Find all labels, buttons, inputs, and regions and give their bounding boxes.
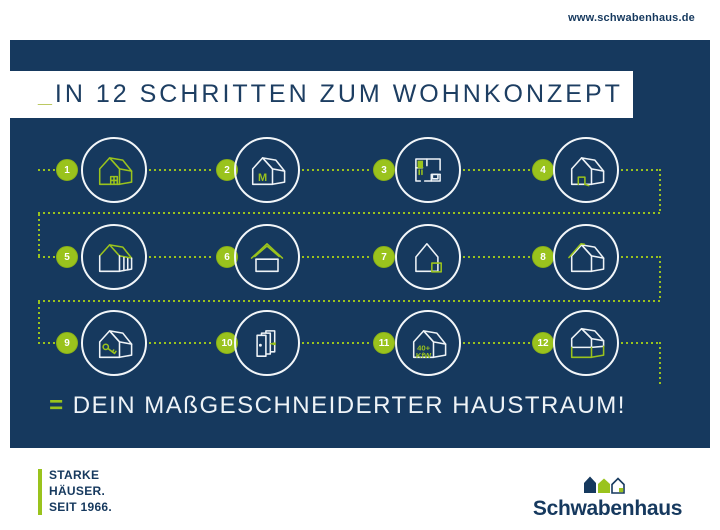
m-label: M [258, 172, 267, 184]
logo-wordmark: Schwabenhaus [532, 497, 683, 520]
step-number-badge: 8 [532, 246, 554, 268]
house-two-storey-icon [570, 327, 605, 359]
step-circle [395, 137, 461, 203]
connector-line [38, 300, 661, 302]
connector-line [463, 342, 530, 344]
schwabenhaus-logo: Schwabenhaus [531, 475, 684, 520]
page-title: _IN 12 SCHRITTEN ZUM WOHNKONZEPT [38, 80, 623, 109]
website-url: www.schwabenhaus.de [568, 12, 695, 24]
step-circle [553, 310, 619, 376]
connector-line [621, 342, 660, 344]
connector-line [659, 256, 661, 300]
connector-line [149, 256, 214, 258]
connector-line [659, 342, 661, 387]
doors-icon [256, 330, 276, 357]
title-band: _IN 12 SCHRITTEN ZUM WOHNKONZEPT [10, 71, 633, 118]
house-roof-edge-icon [568, 243, 605, 273]
step-number-badge: 7 [373, 246, 395, 268]
step-number-badge: 5 [56, 246, 78, 268]
step-number-badge: 12 [532, 332, 554, 354]
tagline-accent-bar [38, 469, 42, 515]
connector-line [38, 169, 56, 171]
connector-line [463, 169, 530, 171]
step-number-badge: 1 [56, 159, 78, 181]
kfw-label-line1: 40+ [417, 344, 431, 353]
title-underscore-accent: _ [38, 80, 55, 108]
connector-line [463, 256, 530, 258]
connector-line [38, 256, 56, 258]
step-number-badge: 4 [532, 159, 554, 181]
house-kfw-icon: 40+ KfW [412, 330, 447, 360]
step-circle [553, 137, 619, 203]
kfw-label-line2: KfW [416, 351, 432, 360]
tagline-line: HÄUSER. [49, 484, 106, 498]
connector-line [149, 342, 214, 344]
step-number-badge: 9 [56, 332, 78, 354]
floor-plan-icon [415, 158, 441, 182]
step-circle [395, 224, 461, 290]
step-number-badge: 3 [373, 159, 395, 181]
logo-houses-icon [583, 476, 625, 494]
house-3d-green-icon [98, 157, 133, 186]
connector-line [38, 214, 40, 257]
connector-line [38, 212, 661, 214]
step-circle [81, 310, 147, 376]
connector-line [302, 169, 371, 171]
step-circle [81, 137, 147, 203]
house-green-door-icon [570, 157, 605, 187]
step-circle [553, 224, 619, 290]
step-circle [234, 310, 300, 376]
connector-line [659, 169, 661, 212]
musterhaus-m-icon: M [251, 157, 286, 186]
connector-line [38, 302, 40, 343]
step-number-badge: 11 [373, 332, 395, 354]
step-circle: M [234, 137, 300, 203]
house-green-roof-icon [98, 244, 133, 273]
tagline-line: STARKE [49, 468, 100, 482]
brand-tagline: STARKE HÄUSER. SEIT 1966. [49, 467, 112, 515]
step-circle: 40+ KfW [395, 310, 461, 376]
connector-line [302, 342, 371, 344]
house-key-icon [98, 330, 133, 359]
equals-accent: = [49, 392, 65, 419]
main-panel: _IN 12 SCHRITTEN ZUM WOHNKONZEPT 1 2 3 4… [10, 40, 710, 448]
connector-line [621, 256, 660, 258]
closing-statement-text: DEIN MAßGESCHNEIDERTER HAUSTRAUM! [72, 392, 626, 419]
title-text: IN 12 SCHRITTEN ZUM WOHNKONZEPT [54, 80, 623, 108]
house-annex-icon [415, 243, 442, 273]
closing-statement: = DEIN MAßGESCHNEIDERTER HAUSTRAUM! [10, 392, 665, 420]
connector-line [302, 256, 371, 258]
tagline-line: SEIT 1966. [49, 500, 113, 514]
connector-line [149, 169, 214, 171]
step-circle [81, 224, 147, 290]
connector-line [621, 169, 660, 171]
connector-line [38, 342, 56, 344]
house-green-gable-icon [250, 243, 284, 273]
step-circle [234, 224, 300, 290]
